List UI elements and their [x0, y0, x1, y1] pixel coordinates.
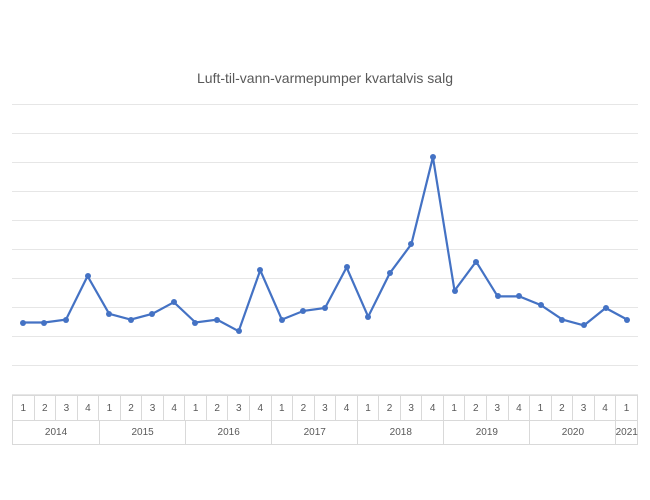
x-tick-quarter: 3 — [486, 396, 508, 420]
data-point — [387, 270, 393, 276]
x-tick-quarter: 3 — [572, 396, 594, 420]
x-tick-quarter: 3 — [141, 396, 163, 420]
x-tick-quarter: 2 — [206, 396, 228, 420]
x-tick-quarter: 3 — [400, 396, 422, 420]
data-point — [20, 320, 26, 326]
data-point — [452, 288, 458, 294]
x-tick-quarter: 3 — [55, 396, 77, 420]
x-tick-quarter: 2 — [464, 396, 486, 420]
x-tick-quarter: 1 — [357, 396, 379, 420]
x-tick-quarter: 4 — [421, 396, 443, 420]
x-tick-quarter: 2 — [551, 396, 573, 420]
data-point — [365, 314, 371, 320]
x-tick-quarter: 1 — [271, 396, 293, 420]
x-tick-quarter: 2 — [34, 396, 56, 420]
x-axis-years: 20142015201620172018201920202021 — [13, 420, 637, 444]
x-tick-quarter: 4 — [163, 396, 185, 420]
x-axis: 12341234123412341234123412341 2014201520… — [12, 395, 638, 445]
data-point — [538, 302, 544, 308]
x-tick-quarter: 1 — [98, 396, 120, 420]
x-tick-quarter: 3 — [314, 396, 336, 420]
data-point — [41, 320, 47, 326]
data-point — [279, 317, 285, 323]
chart-title: Luft-til-vann-varmepumper kvartalvis sal… — [0, 70, 650, 86]
x-tick-quarter: 1 — [184, 396, 206, 420]
x-tick-year: 2017 — [271, 421, 357, 444]
data-point — [63, 317, 69, 323]
x-tick-year: 2018 — [357, 421, 443, 444]
data-point — [624, 317, 630, 323]
plot-area — [12, 105, 638, 395]
x-tick-year: 2015 — [99, 421, 185, 444]
x-tick-quarter: 1 — [615, 396, 637, 420]
x-tick-year: 2016 — [185, 421, 271, 444]
x-tick-quarter: 4 — [508, 396, 530, 420]
data-point — [128, 317, 134, 323]
x-tick-quarter: 1 — [529, 396, 551, 420]
x-axis-quarters: 12341234123412341234123412341 — [13, 396, 637, 420]
data-point — [106, 311, 112, 317]
x-tick-quarter: 2 — [292, 396, 314, 420]
x-tick-quarter: 4 — [594, 396, 616, 420]
x-tick-year: 2020 — [529, 421, 615, 444]
data-point — [236, 328, 242, 334]
x-tick-quarter: 3 — [227, 396, 249, 420]
x-tick-quarter: 1 — [443, 396, 465, 420]
x-tick-quarter: 2 — [120, 396, 142, 420]
data-point — [214, 317, 220, 323]
x-tick-quarter: 4 — [249, 396, 271, 420]
x-tick-quarter: 1 — [13, 396, 34, 420]
x-tick-year: 2014 — [13, 421, 99, 444]
data-point — [473, 259, 479, 265]
x-tick-quarter: 2 — [378, 396, 400, 420]
data-point — [603, 305, 609, 311]
data-point — [344, 264, 350, 270]
data-point — [322, 305, 328, 311]
x-tick-year: 2021 — [615, 421, 637, 444]
x-tick-year: 2019 — [443, 421, 529, 444]
chart-container: Luft-til-vann-varmepumper kvartalvis sal… — [0, 0, 650, 500]
line-series — [12, 105, 638, 395]
x-tick-quarter: 4 — [77, 396, 99, 420]
data-point — [85, 273, 91, 279]
x-tick-quarter: 4 — [335, 396, 357, 420]
